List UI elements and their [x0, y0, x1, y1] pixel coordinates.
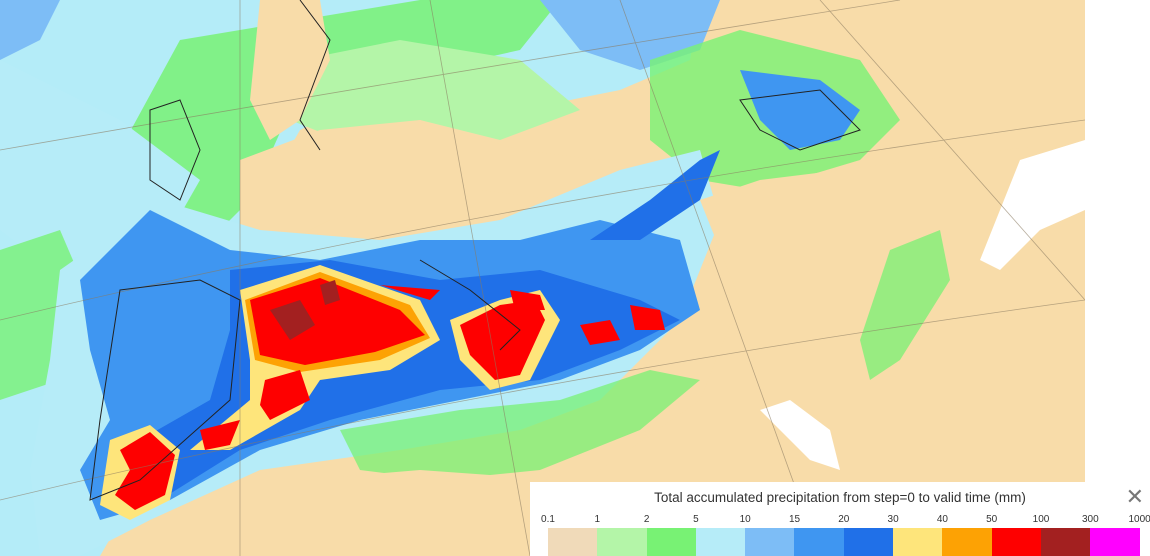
precip-green-caucasus — [860, 230, 950, 380]
precip-red-core-balearic — [200, 370, 310, 450]
legend-threshold-label: 2 — [643, 514, 650, 525]
legend-threshold-label: 15 — [788, 514, 801, 525]
legend-color-swatch — [893, 528, 943, 556]
red-sea-area-white — [760, 400, 840, 470]
legend-threshold-label: 1000 — [1128, 514, 1150, 525]
precip-green-africa — [340, 370, 700, 480]
precip-blue-west — [0, 0, 60, 60]
precip-lightgreen-north — [290, 40, 580, 140]
legend-threshold-label: 40 — [936, 514, 948, 525]
precip-red-core-west — [250, 278, 425, 365]
graticule-lines — [0, 0, 1085, 556]
legend-color-swatch — [843, 528, 894, 556]
legend-color-swatch — [745, 528, 795, 556]
legend-threshold-label: 100 — [1032, 514, 1050, 525]
precip-red-core-iberia — [115, 432, 175, 510]
legend-title: Total accumulated precipitation from ste… — [654, 490, 1026, 505]
precipitation-map[interactable] — [0, 0, 1085, 556]
legend-threshold-label: 1 — [594, 514, 601, 525]
precip-red-core-aegean — [380, 285, 665, 345]
legend-color-swatch — [646, 528, 696, 556]
precip-blue-caspian-north — [740, 70, 860, 150]
precip-blue-blacksea — [590, 150, 720, 240]
land-scandinavia — [250, 0, 330, 140]
legend-threshold-label: 30 — [887, 514, 899, 525]
legend-threshold-label: 5 — [693, 514, 699, 525]
legend-color-bar — [548, 528, 1140, 556]
land-middle-east — [560, 140, 1085, 556]
legend-threshold-label: 20 — [838, 514, 850, 525]
legend-color-swatch — [794, 528, 844, 556]
legend-threshold-label: 50 — [986, 514, 998, 525]
legend-threshold-label: 10 — [739, 514, 751, 525]
legend-color-swatch — [942, 528, 992, 556]
coastlines — [89, 0, 861, 501]
caspian-sea-white — [980, 140, 1085, 270]
legend-color-swatch — [1040, 528, 1091, 556]
legend-threshold-labels: 0.1 1 2 5 10 15 20 30 40 50 100 300 1000 — [530, 514, 1150, 528]
precip-darkred-core-west — [270, 280, 340, 340]
legend-color-swatch — [597, 528, 647, 556]
precip-red-core-italy — [460, 300, 545, 380]
legend-threshold-label: 0.1 — [541, 514, 555, 525]
land-africa — [200, 470, 560, 556]
legend-panel: Total accumulated precipitation from ste… — [530, 482, 1150, 556]
close-icon[interactable]: ✕ — [1125, 484, 1144, 509]
legend-threshold-label: 300 — [1081, 514, 1099, 525]
legend-color-swatch — [548, 528, 598, 556]
legend-color-swatch — [991, 528, 1041, 556]
legend-color-swatch — [1090, 528, 1140, 556]
land-central-europe — [240, 120, 640, 250]
legend-color-swatch — [695, 528, 746, 556]
